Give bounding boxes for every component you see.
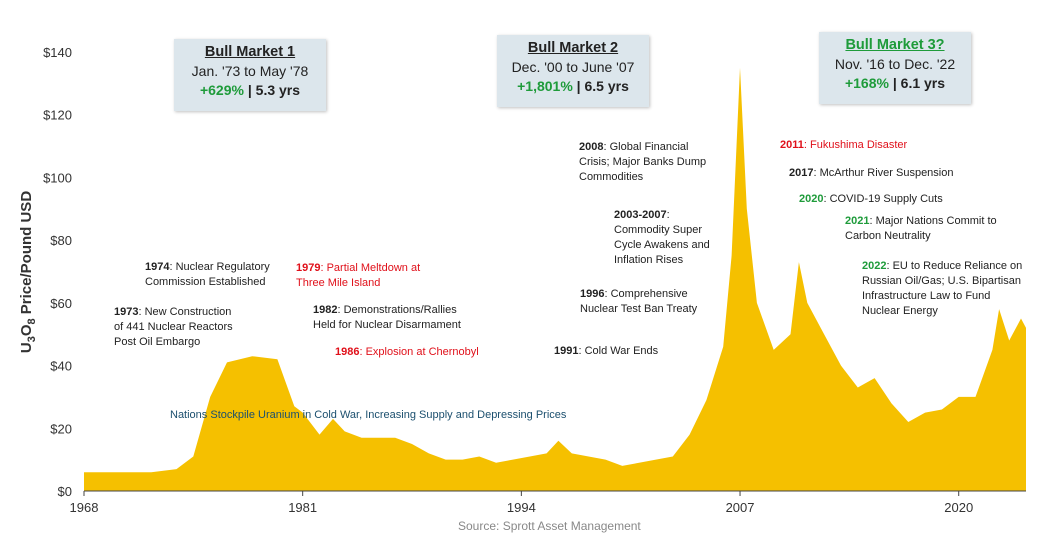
annotation-1979: 1979: Partial Meltdown at Three Mile Isl… (296, 262, 421, 289)
x-tick-label: 2007 (726, 500, 755, 515)
x-tick-label: 1968 (70, 500, 99, 515)
annotation-2017: 2017: McArthur River Suspension (789, 167, 954, 179)
y-axis-label: U3O8 Price/Pound USD (18, 191, 38, 353)
bull-market-3-duration: 6.1 yrs (900, 75, 946, 91)
x-tick-label: 2020 (944, 500, 973, 515)
y-tick-label: $0 (58, 484, 72, 499)
bull-market-3-gain: +168% (844, 75, 889, 91)
bull-market-3-range: Nov. '16 to Dec. '22 (834, 56, 956, 72)
y-tick-label: $120 (43, 108, 72, 123)
annotation-1991: 1991: Cold War Ends (554, 345, 659, 357)
bull-market-1-title: Bull Market 1 (204, 44, 296, 60)
price-area-layer (84, 67, 1026, 491)
y-axis-ticks: $0 $20 $40 $60 $80 $100 $120 $140 (43, 45, 72, 499)
stockpile-note: Nations Stockpile Uranium in Cold War, I… (170, 409, 567, 421)
annotation-2021: 2021: Major Nations Commit to Carbon Neu… (845, 215, 997, 242)
bull-market-3-sep: | (888, 75, 901, 91)
x-axis-ticks: 1968 1981 1994 2007 2020 (70, 491, 973, 515)
bull-market-1-sep: | (243, 82, 256, 98)
x-tick-label: 1981 (288, 500, 317, 515)
y-tick-label: $20 (50, 421, 72, 436)
bull-market-1-range: Jan. '73 to May '78 (191, 63, 309, 79)
annotation-1986: 1986: Explosion at Chernobyl (335, 346, 479, 358)
y-tick-label: $100 (43, 170, 72, 185)
bull-market-2-callout: Bull Market 2 Dec. '00 to June '07 +1,80… (497, 35, 649, 107)
y-tick-label: $60 (50, 296, 72, 311)
annotation-1996: 1996: Comprehensive Nuclear Test Ban Tre… (580, 288, 698, 315)
annotation-1973: 1973: New Construction of 441 Nuclear Re… (114, 306, 233, 348)
bull-market-1-duration: 5.3 yrs (255, 82, 301, 98)
x-tick-label: 1994 (507, 500, 536, 515)
annotation-2020: 2020: COVID-19 Supply Cuts (799, 193, 943, 205)
annotation-2003-2007: 2003-2007: Commodity Super Cycle Awakens… (614, 209, 710, 266)
bull-market-2-range: Dec. '00 to June '07 (511, 59, 635, 75)
bull-market-3-callout: Bull Market 3? Nov. '16 to Dec. '22 +168… (819, 32, 971, 104)
annotation-2011: 2011: Fukushima Disaster (780, 139, 908, 151)
y-tick-label: $80 (50, 233, 72, 248)
bull-market-1-gain: +629% (199, 82, 244, 98)
bull-market-1-callout: Bull Market 1 Jan. '73 to May '78 +629% … (174, 39, 326, 111)
bull-market-3-title: Bull Market 3? (845, 37, 945, 53)
y-tick-label: $140 (43, 45, 72, 60)
annotation-2008: 2008: Global Financial Crisis; Major Ban… (579, 141, 707, 183)
annotation-2022: 2022: EU to Reduce Reliance on Russian O… (862, 260, 1023, 317)
bull-market-2-gain: +1,801% (517, 78, 573, 94)
annotation-1982: 1982: Demonstrations/Rallies Held for Nu… (313, 304, 461, 331)
source-note: Source: Sprott Asset Management (458, 519, 641, 533)
y-tick-label: $40 (50, 359, 72, 374)
bull-market-2-duration: 6.5 yrs (584, 78, 629, 94)
price-area (84, 67, 1026, 491)
annotation-1974: 1974: Nuclear Regulatory Commission Esta… (145, 261, 270, 288)
bull-market-2-sep: | (572, 78, 585, 94)
bull-market-2-title: Bull Market 2 (527, 40, 619, 56)
